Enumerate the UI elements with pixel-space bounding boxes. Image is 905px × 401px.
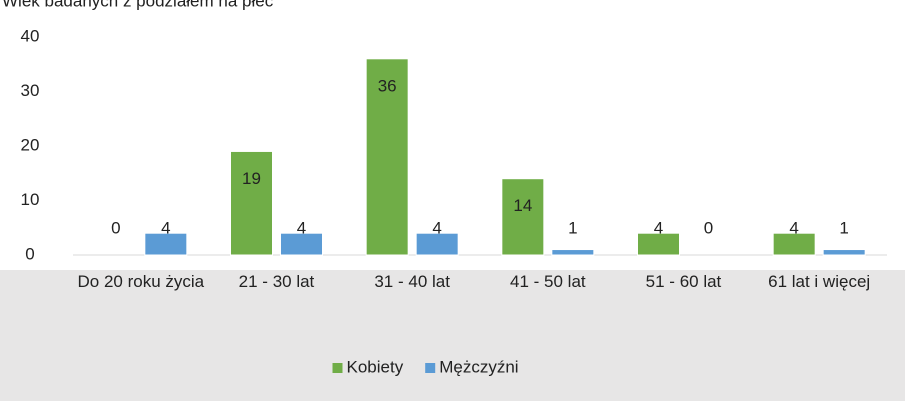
x-tick-label: 51 - 60 lat	[645, 272, 722, 291]
x-tick-label: Do 20 roku życia	[77, 272, 205, 291]
bar	[280, 232, 323, 256]
x-tick-label: 61 lat i więcej	[768, 272, 871, 291]
bar	[501, 178, 545, 256]
data-label: 0	[704, 218, 713, 237]
x-tick-label: 41 - 50 lat	[510, 272, 586, 291]
legend-swatch	[425, 363, 436, 373]
y-tick-label: 10	[21, 190, 40, 209]
legend-swatch	[332, 363, 343, 373]
bar	[415, 232, 459, 256]
chart-title: Wiek badanych z podziałem na płeć	[2, 0, 274, 10]
x-tick-label: 31 - 40 lat	[374, 272, 450, 291]
bar	[230, 150, 273, 256]
x-tick-label-box: 61 lat i więcej	[768, 272, 871, 291]
data-label: 19	[242, 169, 261, 188]
legend-label: Mężczyźni	[439, 357, 518, 376]
data-label: 0	[111, 218, 120, 237]
data-label: 1	[568, 218, 577, 237]
data-label: 36	[378, 76, 397, 95]
data-label: 4	[789, 218, 798, 237]
data-label: 4	[432, 218, 441, 237]
bar	[551, 249, 595, 256]
data-label: 4	[654, 218, 663, 237]
y-tick-label: 20	[21, 135, 40, 154]
x-tick-label-box: 21 - 30 lat	[238, 272, 315, 291]
bar	[822, 249, 866, 256]
y-tick-label: 30	[21, 81, 40, 100]
legend-label: Kobiety	[347, 357, 404, 376]
bar	[365, 58, 409, 256]
plot-background	[0, 0, 905, 270]
x-tick-label-box: 31 - 40 lat	[374, 272, 450, 291]
bar	[637, 232, 680, 256]
x-tick-label-box: 51 - 60 lat	[645, 272, 722, 291]
y-tick-label: 40	[21, 26, 40, 45]
y-tick-label: 0	[25, 244, 34, 263]
bar	[772, 232, 816, 256]
data-label: 1	[839, 218, 848, 237]
data-label: 14	[513, 196, 532, 215]
data-label: 4	[297, 218, 306, 237]
x-tick-label: 21 - 30 lat	[238, 272, 315, 291]
x-tick-label-box: Do 20 roku życia	[77, 272, 205, 291]
bar	[144, 232, 188, 256]
x-tick-label-box: 41 - 50 lat	[510, 272, 586, 291]
data-label: 4	[161, 218, 170, 237]
